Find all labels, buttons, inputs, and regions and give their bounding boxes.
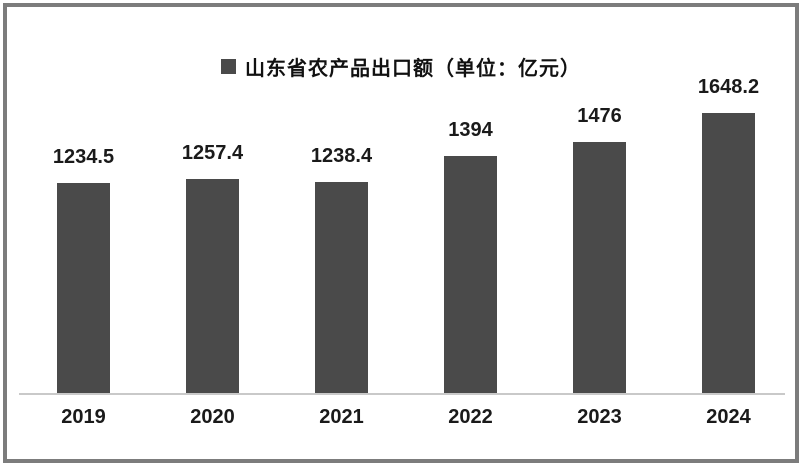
bar (573, 142, 626, 393)
x-axis-tick-label: 2024 (706, 406, 751, 428)
bars-row: 1234.5 1257.4 1238.4 1394 1476 1648.2 (19, 7, 793, 393)
bar-column-2019: 1234.5 (19, 145, 148, 393)
bar-value-label: 1476 (577, 105, 622, 127)
x-axis-tick-label: 2020 (190, 406, 235, 428)
bar (186, 179, 239, 393)
bar (702, 113, 755, 393)
bar-value-label: 1238.4 (310, 145, 373, 167)
x-axis-tick-label: 2019 (61, 406, 106, 428)
bar-column-2023: 1476 (535, 104, 664, 393)
bar-value-label: 1648.2 (697, 76, 760, 98)
bar-column-2024: 1648.2 (664, 75, 793, 393)
bar-column-2020: 1257.4 (148, 141, 277, 393)
bar-column-2021: 1238.4 (277, 144, 406, 393)
plot-area: 山东省农产品出口额（单位：亿元） 1234.5 1257.4 1238.4 1394 1… (7, 7, 795, 459)
bar-value-label: 1394 (448, 119, 493, 141)
bar (315, 182, 368, 393)
bar (57, 183, 110, 393)
bar-value-label: 1257.4 (181, 142, 244, 164)
x-axis-tick-label: 2023 (577, 406, 622, 428)
chart-frame: 山东省农产品出口额（单位：亿元） 1234.5 1257.4 1238.4 1394 1… (3, 3, 799, 463)
chart-legend: 山东省农产品出口额（单位：亿元） (7, 52, 795, 81)
x-axis-tick-label: 2022 (448, 406, 493, 428)
x-axis-labels-row: 2019 2020 2021 2022 2023 2024 (19, 395, 793, 429)
x-axis-line (19, 393, 785, 395)
legend-square-icon (221, 59, 236, 74)
x-axis-tick-label: 2021 (319, 406, 364, 428)
bar-value-label: 1234.5 (52, 146, 115, 168)
bar (444, 156, 497, 393)
bar-column-2022: 1394 (406, 118, 535, 393)
legend-label: 山东省农产品出口额（单位：亿元） (245, 58, 581, 80)
